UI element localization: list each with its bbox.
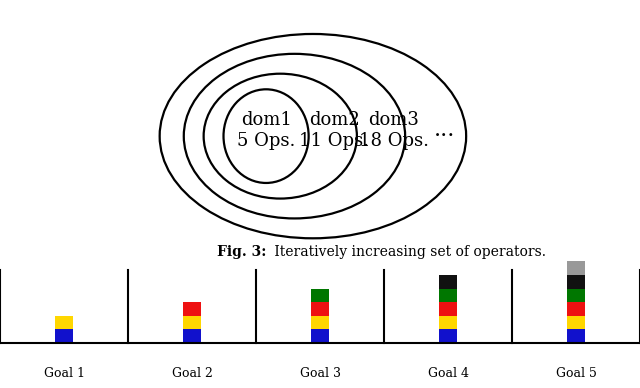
Bar — [311, 289, 329, 302]
Bar — [567, 329, 585, 343]
Bar — [311, 329, 329, 343]
Bar — [183, 329, 201, 343]
Bar — [567, 302, 585, 316]
Bar — [55, 316, 73, 329]
Text: dom3
18 Ops.: dom3 18 Ops. — [359, 111, 429, 150]
Bar — [183, 316, 201, 329]
Text: Iteratively increasing set of operators.: Iteratively increasing set of operators. — [270, 246, 547, 260]
Bar — [439, 289, 457, 302]
Text: ...: ... — [434, 120, 456, 142]
Text: Goal 4: Goal 4 — [428, 367, 468, 380]
Bar — [567, 316, 585, 329]
Text: Goal 5: Goal 5 — [556, 367, 596, 380]
Bar — [439, 316, 457, 329]
Bar — [311, 302, 329, 316]
Bar — [55, 329, 73, 343]
Text: dom2
11 Ops.: dom2 11 Ops. — [299, 111, 369, 150]
Bar — [183, 302, 201, 316]
Text: Goal 1: Goal 1 — [44, 367, 84, 380]
Text: dom1
5 Ops.: dom1 5 Ops. — [237, 111, 295, 150]
Bar — [439, 275, 457, 289]
Bar — [439, 329, 457, 343]
Text: Goal 3: Goal 3 — [300, 367, 340, 380]
Bar — [567, 289, 585, 302]
Bar — [567, 275, 585, 289]
Bar — [567, 262, 585, 275]
Bar — [311, 316, 329, 329]
Bar — [439, 302, 457, 316]
Text: Fig. 3:: Fig. 3: — [217, 246, 266, 260]
Text: Goal 2: Goal 2 — [172, 367, 212, 380]
